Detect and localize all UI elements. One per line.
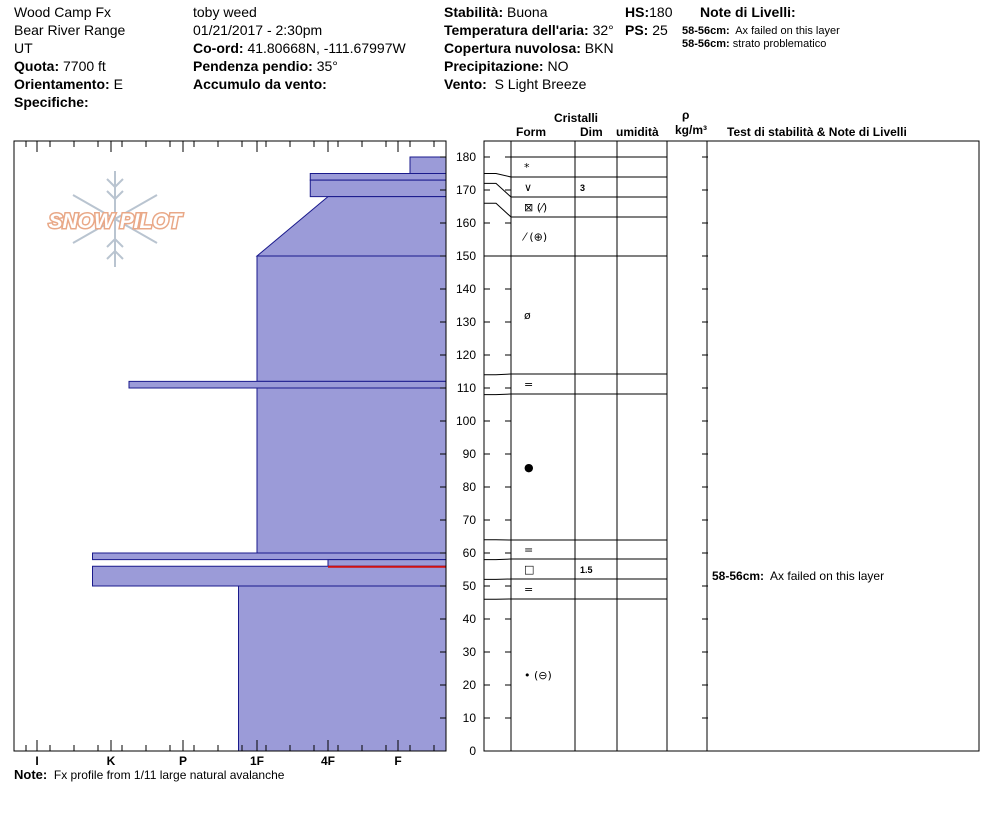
depth-label-40: 40	[463, 612, 477, 626]
layer-note-1: 58-56cm: Ax failed on this layer	[682, 25, 840, 37]
dim-header: Dim	[580, 125, 603, 139]
crystal-form-4: ø	[524, 309, 531, 322]
slope-angle: Pendenza pendio: 35°	[193, 58, 338, 74]
depth-axis: 0 10 20 30 40 50 60 70 80 90 100 110 120 130 140 150 160…	[440, 150, 708, 758]
snowpilot-logo: SNOW PILOT	[47, 171, 185, 267]
crystal-form-10: • (⊖)	[524, 669, 552, 682]
layer-connector	[484, 202, 512, 218]
umidita-header: umidità	[616, 125, 659, 139]
range-name: Bear River Range	[14, 22, 126, 38]
layer-connector	[484, 558, 512, 561]
air-temperature: Temperatura dell'aria: 32°	[444, 22, 614, 38]
layer-connector	[484, 393, 512, 396]
crystal-table: * ∨ 3 ⊠ (⁄) ⁄ (⊕) ø = ● = □ 1.5 = • (⊖)	[483, 140, 980, 752]
cristalli-header: Cristalli	[554, 111, 599, 125]
crystal-dim-8: 1.5	[580, 565, 593, 575]
coordinates: Co-ord: 41.80668N, -111.67997W	[193, 40, 406, 56]
wind: Vento: S Light Breeze	[444, 76, 587, 92]
crystal-dim-1: 3	[580, 183, 585, 193]
hardness-axis: I K P 1F 4F F	[13, 140, 447, 768]
depth-label-80: 80	[463, 480, 477, 494]
depth-label-0: 0	[469, 744, 476, 758]
depth-label-140: 140	[456, 282, 476, 296]
stability: Stabilità: Buona	[444, 4, 548, 20]
depth-label-170: 170	[456, 183, 476, 197]
location-name: Wood Camp Fx	[14, 4, 111, 20]
hardness-layer-5	[128, 380, 447, 389]
depth-label-90: 90	[463, 447, 477, 461]
layer-note-2: 58-56cm: strato problematico	[682, 38, 827, 50]
depth-label-180: 180	[456, 150, 476, 164]
hardness-layer-9	[92, 565, 447, 587]
density-unit-header: kg/m³	[675, 123, 708, 137]
depth-label-10: 10	[463, 711, 477, 725]
crystal-form-5: =	[524, 378, 533, 391]
depth-label-100: 100	[456, 414, 476, 428]
depth-label-20: 20	[463, 678, 477, 692]
hardness-label-F: F	[394, 754, 401, 768]
observer-name: toby weed	[193, 4, 257, 20]
hardness-layer-6	[256, 387, 447, 554]
table-frame	[483, 140, 980, 752]
snow-height: HS:180	[625, 4, 673, 20]
wind-loading: Accumulo da vento:	[193, 76, 327, 92]
hardness-label-4F: 4F	[321, 754, 335, 768]
crystal-form-2: ⊠ (⁄)	[524, 201, 547, 214]
aspect: Orientamento: E	[14, 76, 123, 92]
crystal-form-0: *	[524, 161, 530, 174]
penetration: PS: 25	[625, 22, 668, 38]
crystal-form-7: =	[524, 544, 533, 557]
depth-label-70: 70	[463, 513, 477, 527]
depth-label-160: 160	[456, 216, 476, 230]
hardness-layer-2	[309, 179, 447, 198]
layer-connector	[484, 182, 512, 198]
layer-notes-title: Note di Livelli:	[700, 4, 796, 20]
hardness-label-K: K	[107, 754, 116, 768]
hardness-layer-0	[409, 156, 447, 174]
depth-label-150: 150	[456, 249, 476, 263]
depth-label-120: 120	[456, 348, 476, 362]
hardness-layer-3	[255, 196, 447, 257]
state-name: UT	[14, 40, 33, 56]
depth-label-110: 110	[457, 381, 476, 395]
hardness-label-P: P	[179, 754, 187, 768]
profile-frame	[13, 140, 447, 752]
tests-header: Test di stabilità & Note di Livelli	[727, 125, 907, 139]
hardness-layer-4	[256, 255, 447, 382]
cloud-cover: Copertura nuvolosa: BKN	[444, 40, 614, 56]
crystal-form-6: ●	[524, 461, 534, 474]
hardness-layer-7	[92, 552, 447, 561]
hardness-label-I: I	[35, 754, 38, 768]
precipitation: Precipitazione: NO	[444, 58, 569, 74]
layer-connector	[484, 373, 512, 376]
depth-label-130: 130	[456, 315, 476, 329]
hardness-label-1F: 1F	[250, 754, 264, 768]
crystal-form-9: =	[524, 583, 533, 596]
specifics: Specifiche:	[14, 94, 89, 110]
crystal-form-1: ∨	[524, 181, 532, 194]
form-header: Form	[516, 125, 546, 139]
layer-connector	[484, 173, 512, 178]
snowpilot-logo-text: SNOW PILOT	[49, 210, 184, 233]
rho-header: ρ	[682, 108, 690, 122]
stability-note: 58-56cm: Ax failed on this layer	[712, 569, 885, 583]
note: Note: Fx profile from 1/11 large natural…	[14, 767, 285, 782]
depth-label-60: 60	[463, 546, 477, 560]
hardness-layer-8	[327, 559, 447, 567]
crystal-form-8: □	[524, 563, 534, 576]
hardness-layer-1	[309, 173, 447, 181]
elevation: Quota: 7700 ft	[14, 58, 106, 74]
depth-label-50: 50	[463, 579, 477, 593]
observation-datetime: 01/21/2017 - 2:30pm	[193, 22, 323, 38]
hardness-layer-10	[238, 585, 447, 752]
depth-label-30: 30	[463, 645, 477, 659]
hardness-profile	[92, 156, 447, 752]
crystal-form-3: ⁄ (⊕)	[521, 231, 547, 244]
